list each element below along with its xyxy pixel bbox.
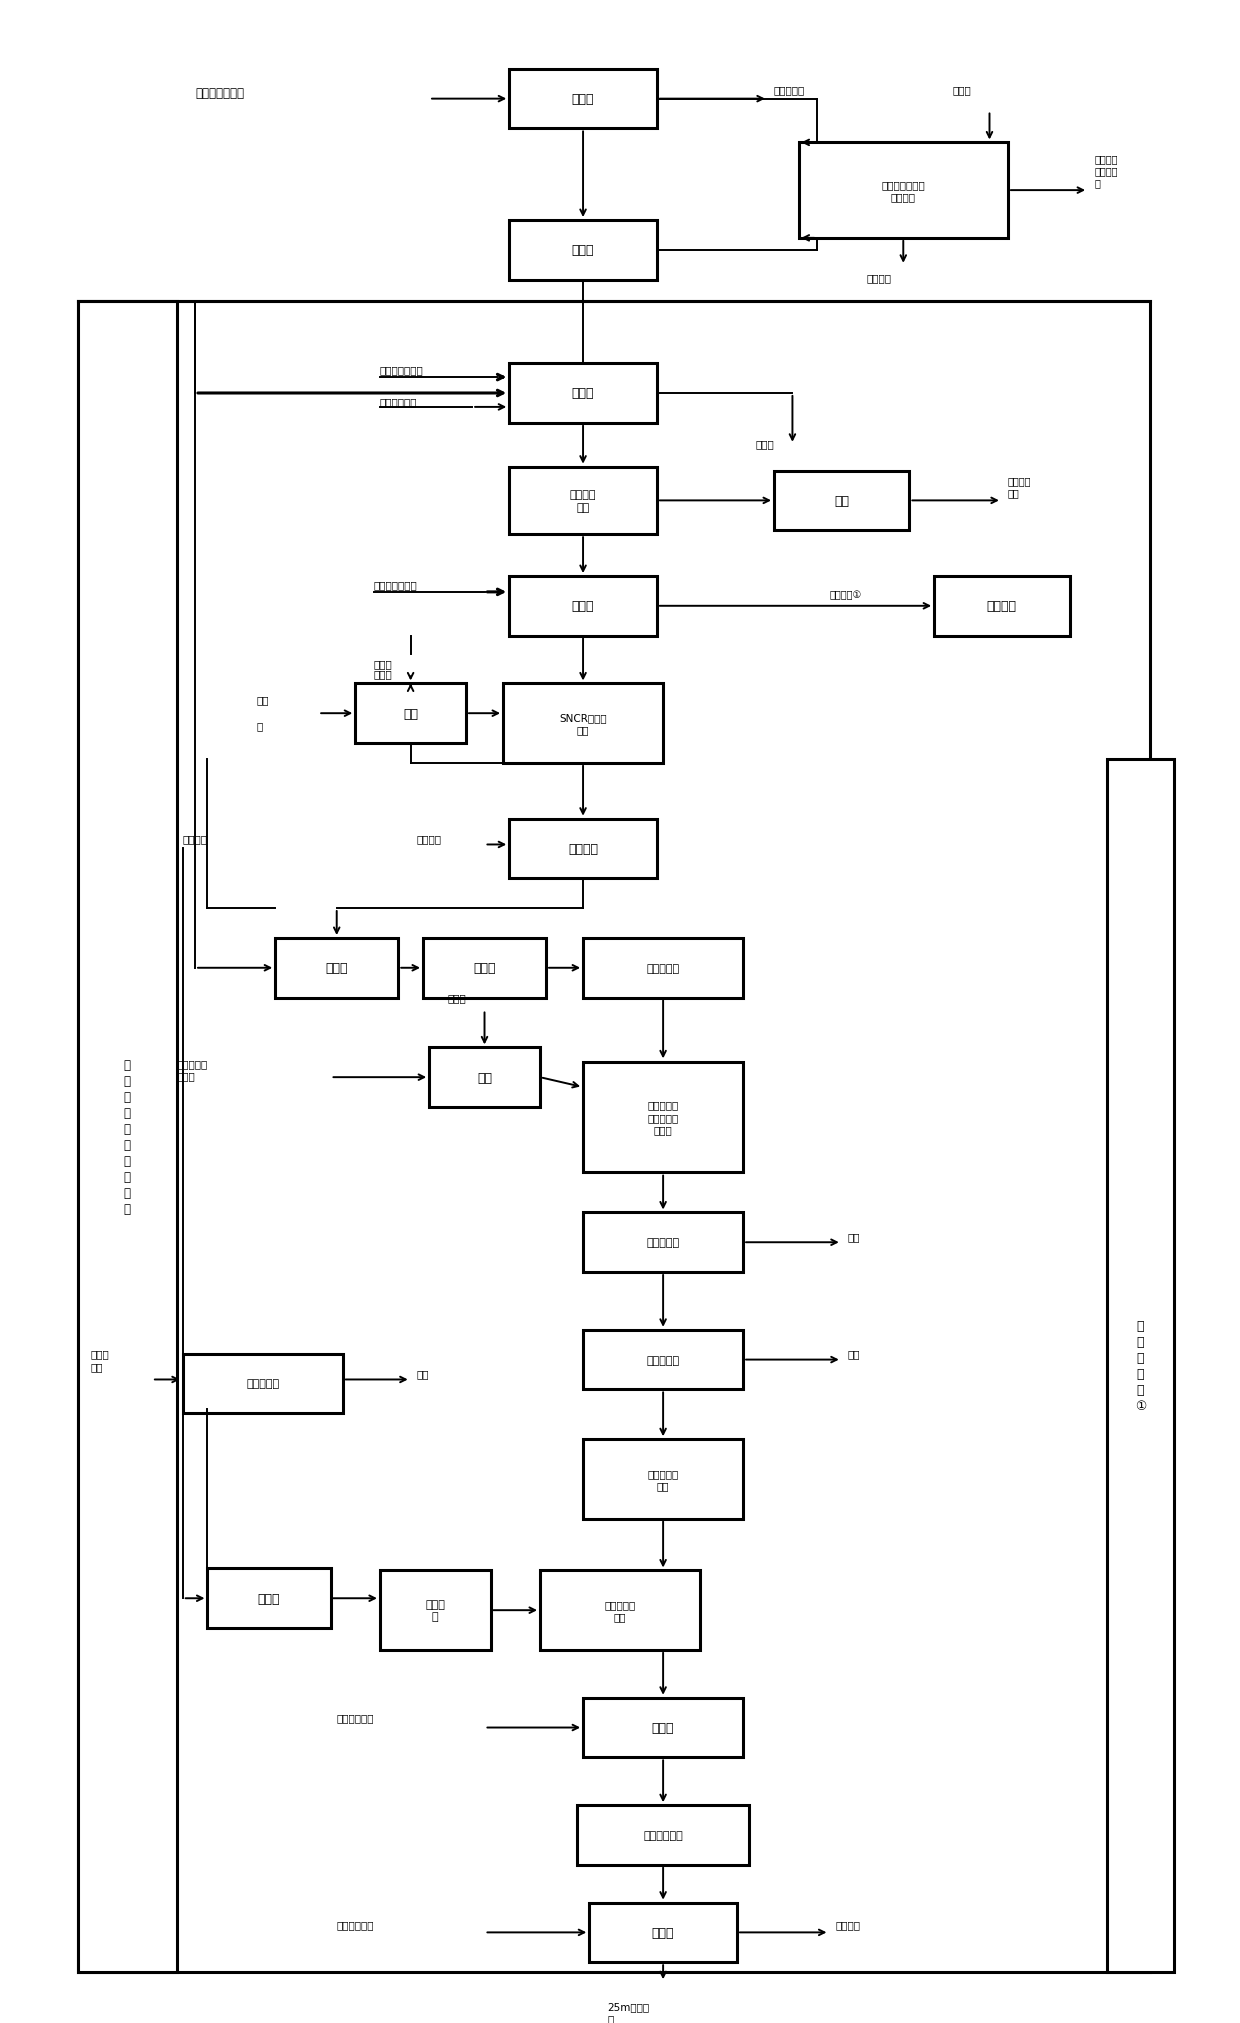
Bar — [583, 1062, 743, 1171]
Text: 两级碱液喷
射器: 两级碱液喷 射器 — [604, 1600, 636, 1622]
Bar — [379, 1570, 491, 1651]
Text: 颗粒物: 颗粒物 — [448, 993, 466, 1003]
Text: SNCR脱硝反
应器: SNCR脱硝反 应器 — [559, 712, 606, 734]
Text: 再生炉: 再生炉 — [572, 386, 594, 401]
Text: 废水: 废水 — [417, 1370, 429, 1380]
Bar — [583, 1329, 743, 1390]
Text: 二燃室: 二燃室 — [572, 601, 594, 613]
Bar — [503, 684, 663, 763]
Text: 雾化器: 雾化器 — [474, 961, 496, 975]
Text: 颗粒物: 颗粒物 — [755, 439, 774, 449]
Text: 旋风除尘器: 旋风除尘器 — [646, 1238, 680, 1248]
Text: 饱和蒸汽补给: 饱和蒸汽补给 — [379, 397, 418, 407]
Text: 飞灰: 飞灰 — [848, 1349, 861, 1359]
Text: 进料斗: 进料斗 — [572, 93, 594, 105]
Text: 废活性炭: 废活性炭 — [836, 1920, 861, 1930]
Text: 投料: 投料 — [477, 1070, 492, 1084]
Text: 除雾器: 除雾器 — [652, 1722, 675, 1734]
Text: 颗粒物: 颗粒物 — [373, 670, 392, 680]
Text: 25m排气筒
放: 25m排气筒 放 — [608, 2001, 650, 2023]
Text: 颗粒风分
离器: 颗粒风分 离器 — [570, 490, 596, 512]
Bar — [355, 684, 466, 744]
Text: 布袋除尘器: 布袋除尘器 — [646, 1355, 680, 1366]
Text: 与
掺
废
活
性
炭
再
生
共
用: 与 掺 废 活 性 炭 再 生 共 用 — [124, 1058, 131, 1216]
Bar — [583, 1440, 743, 1519]
Text: 余热锅炉: 余热锅炉 — [568, 842, 598, 856]
Text: 饱和蒸汽加热: 饱和蒸汽加热 — [337, 1920, 374, 1930]
Text: 颗粒物: 颗粒物 — [952, 85, 971, 95]
Text: 尿素: 尿素 — [257, 696, 269, 704]
Text: 收集粉末
成品: 收集粉末 成品 — [1008, 475, 1032, 498]
Bar — [774, 471, 909, 530]
Bar — [510, 819, 657, 878]
Text: 破碎机: 破碎机 — [572, 245, 594, 257]
Bar — [275, 939, 398, 997]
Bar — [510, 364, 657, 423]
Text: 投料: 投料 — [403, 708, 418, 720]
Bar — [510, 69, 657, 129]
Bar — [589, 1902, 737, 1962]
Text: 氢氧化
钠水: 氢氧化 钠水 — [91, 1349, 109, 1372]
Bar — [1106, 759, 1174, 1972]
Bar — [207, 1568, 331, 1629]
Bar — [934, 577, 1070, 637]
Text: 液液循环泵: 液液循环泵 — [247, 1380, 279, 1388]
Text: 尾
气
处
理
器
①: 尾 气 处 理 器 ① — [1135, 1319, 1146, 1412]
Text: 碱液喷淋: 碱液喷淋 — [987, 601, 1017, 613]
Text: 蜂窝状废活性炭: 蜂窝状废活性炭 — [195, 87, 244, 99]
Text: 喷淋泵: 喷淋泵 — [258, 1592, 280, 1604]
Text: 收集颗粒
板粒末成
品: 收集颗粒 板粒末成 品 — [1094, 154, 1117, 188]
Bar — [583, 1697, 743, 1758]
Text: 粉状活性炭
生石灰: 粉状活性炭 生石灰 — [176, 1058, 208, 1080]
Bar — [510, 221, 657, 281]
Text: 包装: 包装 — [835, 496, 849, 508]
Text: 锅炉给水: 锅炉给水 — [417, 833, 441, 844]
Text: 水: 水 — [257, 720, 263, 730]
Bar — [577, 1805, 749, 1865]
Text: 飞灰: 飞灰 — [848, 1232, 861, 1242]
Bar — [510, 467, 657, 534]
Text: 喷淋装
置: 喷淋装 置 — [425, 1600, 445, 1622]
Bar — [583, 939, 743, 997]
Bar — [799, 144, 1008, 239]
Text: 天然气（点燃）: 天然气（点燃） — [373, 581, 418, 589]
Text: 急冷泵: 急冷泵 — [325, 961, 348, 975]
Bar — [429, 1048, 539, 1107]
Text: 除余残渣: 除余残渣 — [867, 273, 892, 283]
Bar — [78, 301, 176, 1972]
Bar — [78, 301, 1149, 1972]
Text: 饱和蒸汽加热: 饱和蒸汽加热 — [337, 1713, 374, 1724]
Text: 饱和蒸汽: 饱和蒸汽 — [182, 833, 208, 844]
Bar — [182, 1353, 343, 1414]
Text: 除尘、筛分、研
磨、包装: 除尘、筛分、研 磨、包装 — [882, 180, 925, 202]
Text: 臭氧脱硫装
置器: 臭氧脱硫装 置器 — [647, 1469, 678, 1491]
Text: 加热器: 加热器 — [652, 1926, 675, 1938]
Bar — [583, 1214, 743, 1272]
Text: 应急旁路①: 应急旁路① — [830, 589, 862, 599]
Text: 颗粒物: 颗粒物 — [373, 659, 392, 670]
Text: 干式生石灰
活性炭混合
喷射器: 干式生石灰 活性炭混合 喷射器 — [647, 1101, 678, 1135]
Text: 活性炭吸附塔: 活性炭吸附塔 — [644, 1831, 683, 1841]
Bar — [423, 939, 546, 997]
Text: 非甲烷总烃: 非甲烷总烃 — [774, 85, 805, 95]
Text: 天然气（点燃）: 天然气（点燃） — [379, 364, 424, 374]
Bar — [539, 1570, 701, 1651]
Bar — [510, 577, 657, 637]
Text: 干式急冷塔: 干式急冷塔 — [646, 963, 680, 973]
